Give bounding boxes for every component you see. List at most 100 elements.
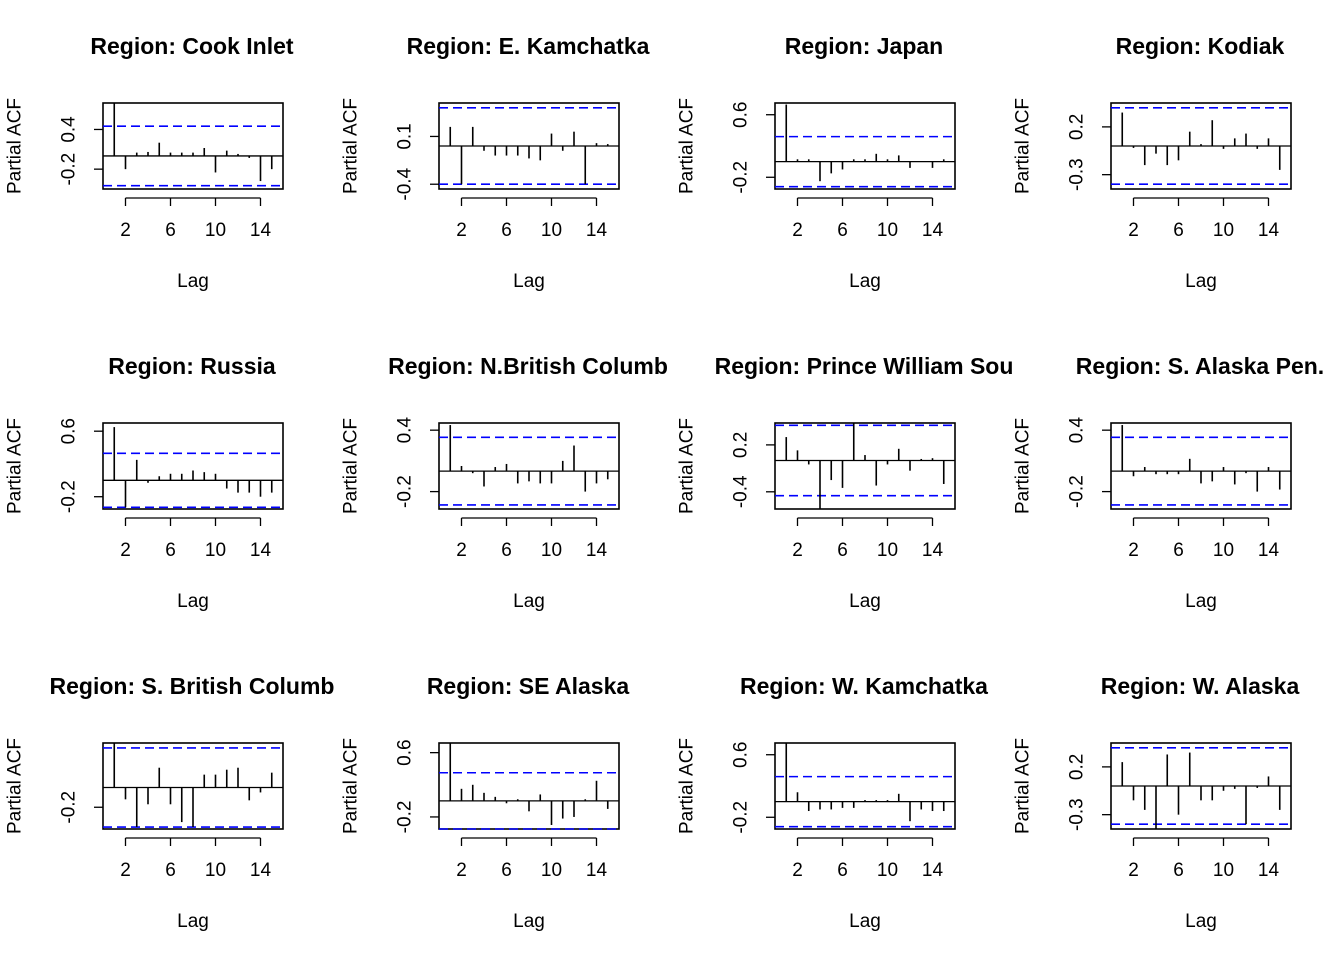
x-axis-label: Lag xyxy=(177,271,209,292)
y-tick-label: 0.6 xyxy=(731,102,752,128)
x-tick-label: 14 xyxy=(922,220,944,241)
panel-title: Region: Kodiak xyxy=(1116,33,1285,59)
x-tick-label: 2 xyxy=(456,860,467,881)
plot-frame xyxy=(774,422,956,510)
panel-title: Region: N.British Columb xyxy=(388,353,668,379)
x-axis-label: Lag xyxy=(1185,911,1217,932)
pacf-panel: Region: Russia -0.2 0.6 2 6 10 14 Lag Partial AC… xyxy=(5,353,284,612)
x-axis-label: Lag xyxy=(1185,271,1217,292)
pacf-panel: Region: Prince William Sou -0.4 0.2 2 6 10 14 L… xyxy=(677,353,1014,612)
panel-title: Region: Prince William Sou xyxy=(715,353,1014,379)
plot-frame xyxy=(774,742,956,830)
x-tick-label: 2 xyxy=(792,860,803,881)
plot-frame xyxy=(774,102,956,190)
x-tick-label: 10 xyxy=(541,220,562,241)
panel-title: Region: SE Alaska xyxy=(427,673,630,699)
panel-title: Region: Cook Inlet xyxy=(90,33,294,59)
y-tick-label: -0.2 xyxy=(1067,475,1088,508)
y-tick-label: 0.2 xyxy=(1067,754,1088,780)
x-tick-label: 2 xyxy=(120,220,131,241)
y-axis-label: Partial ACF xyxy=(677,98,698,194)
x-tick-label: 10 xyxy=(877,540,898,561)
x-tick-label: 14 xyxy=(586,860,608,881)
pacf-panel: Region: E. Kamchatka -0.4 0.1 2 6 10 14 Lag Part… xyxy=(341,33,650,292)
y-axis-label: Partial ACF xyxy=(1013,738,1034,834)
y-tick-label: -0.2 xyxy=(59,153,80,186)
y-tick-label: 0.6 xyxy=(59,418,80,444)
y-tick-label: 0.4 xyxy=(1067,417,1088,444)
panel-title: Region: E. Kamchatka xyxy=(407,33,650,59)
panel-title: Region: S. British Columb xyxy=(50,673,335,699)
y-tick-label: -0.2 xyxy=(395,801,416,834)
x-tick-label: 2 xyxy=(792,540,803,561)
y-tick-label: 0.6 xyxy=(731,742,752,768)
pacf-panel: Region: W. Alaska -0.3 0.2 2 6 10 14 Lag Partial… xyxy=(1013,673,1300,932)
x-tick-label: 14 xyxy=(586,540,608,561)
y-axis-label: Partial ACF xyxy=(1013,98,1034,194)
x-tick-label: 10 xyxy=(205,540,226,561)
panel-title: Region: Russia xyxy=(108,353,276,379)
y-tick-label: 0.2 xyxy=(1067,114,1088,140)
y-tick-label: 0.1 xyxy=(395,123,416,149)
plot-frame xyxy=(438,422,620,510)
plot-frame xyxy=(102,422,284,510)
x-axis-label: Lag xyxy=(177,591,209,612)
x-axis-label: Lag xyxy=(849,271,881,292)
pacf-panel: Region: S. Alaska Pen. -0.2 0.4 2 6 10 14 Lag Pa… xyxy=(1013,353,1325,612)
x-tick-label: 14 xyxy=(586,220,608,241)
x-tick-label: 6 xyxy=(1173,220,1184,241)
pacf-panel: Region: S. British Columb -0.2 2 6 10 14 Lag Pa… xyxy=(5,673,335,932)
panel-title: Region: W. Alaska xyxy=(1101,673,1300,699)
y-axis-label: Partial ACF xyxy=(1013,418,1034,514)
y-tick-label: -0.4 xyxy=(731,475,752,508)
x-tick-label: 14 xyxy=(1258,540,1280,561)
x-axis-label: Lag xyxy=(513,591,545,612)
y-tick-label: -0.2 xyxy=(395,475,416,508)
x-tick-label: 14 xyxy=(1258,860,1280,881)
y-axis-label: Partial ACF xyxy=(677,418,698,514)
y-axis-label: Partial ACF xyxy=(5,98,26,194)
x-axis-label: Lag xyxy=(177,911,209,932)
y-axis-label: Partial ACF xyxy=(341,418,362,514)
y-tick-label: -0.2 xyxy=(59,480,80,513)
x-axis-label: Lag xyxy=(849,911,881,932)
x-tick-label: 10 xyxy=(205,220,226,241)
y-tick-label: 0.6 xyxy=(395,739,416,765)
x-tick-label: 6 xyxy=(837,540,848,561)
panel-title: Region: W. Kamchatka xyxy=(740,673,988,699)
y-tick-label: -0.2 xyxy=(731,161,752,194)
x-tick-label: 2 xyxy=(456,540,467,561)
x-tick-label: 14 xyxy=(1258,220,1280,241)
plot-frame xyxy=(1110,422,1292,510)
pacf-panel: Region: Cook Inlet -0.2 0.4 2 6 10 14 Lag Partia… xyxy=(5,33,294,292)
y-axis-label: Partial ACF xyxy=(5,418,26,514)
x-tick-label: 14 xyxy=(250,220,272,241)
x-tick-label: 6 xyxy=(501,540,512,561)
x-tick-label: 2 xyxy=(456,220,467,241)
y-tick-label: 0.2 xyxy=(731,432,752,458)
x-tick-label: 10 xyxy=(541,860,562,881)
pacf-panel: Region: SE Alaska -0.2 0.6 2 6 10 14 Lag Partial… xyxy=(341,673,630,932)
y-tick-label: -0.2 xyxy=(59,791,80,824)
y-tick-label: 0.4 xyxy=(59,116,80,143)
x-tick-label: 14 xyxy=(250,860,272,881)
x-tick-label: 6 xyxy=(837,860,848,881)
x-tick-label: 10 xyxy=(1213,860,1234,881)
x-tick-label: 6 xyxy=(837,220,848,241)
x-tick-label: 6 xyxy=(165,220,176,241)
y-axis-label: Partial ACF xyxy=(5,738,26,834)
x-tick-label: 2 xyxy=(1128,540,1139,561)
panel-title: Region: S. Alaska Pen. xyxy=(1076,353,1324,379)
x-tick-label: 14 xyxy=(922,860,944,881)
x-tick-label: 10 xyxy=(1213,540,1234,561)
y-axis-label: Partial ACF xyxy=(677,738,698,834)
x-tick-label: 6 xyxy=(1173,860,1184,881)
x-tick-label: 10 xyxy=(877,860,898,881)
x-tick-label: 6 xyxy=(501,220,512,241)
y-tick-label: -0.2 xyxy=(731,801,752,834)
y-axis-label: Partial ACF xyxy=(341,738,362,834)
x-tick-label: 10 xyxy=(205,860,226,881)
x-tick-label: 14 xyxy=(250,540,272,561)
y-tick-label: -0.3 xyxy=(1067,158,1088,191)
